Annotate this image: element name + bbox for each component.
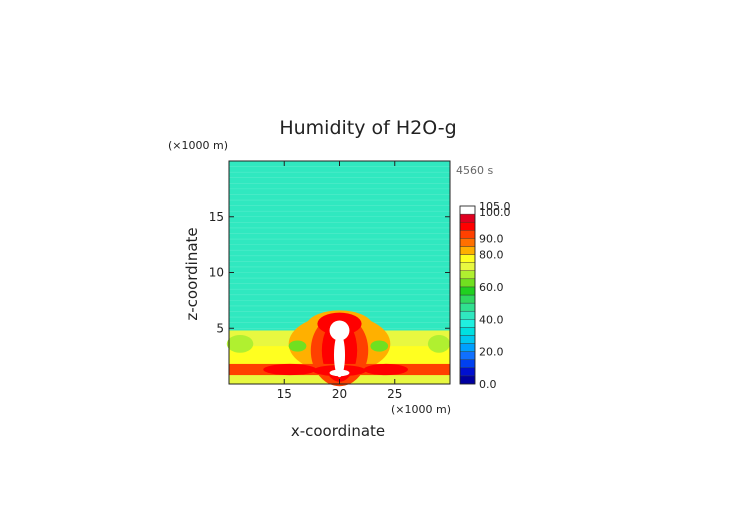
field-blob <box>288 340 307 352</box>
field-blob <box>427 334 451 353</box>
field-blob <box>329 320 350 341</box>
colorbar-segment <box>459 213 476 223</box>
colorbar-segment <box>459 221 476 231</box>
colorbar-segment <box>459 286 476 296</box>
colorbar-segment <box>459 294 476 304</box>
y-tick-label: 10 <box>209 266 224 280</box>
field-blob <box>363 363 409 376</box>
field-blob <box>263 363 317 376</box>
colorbar-segment <box>459 375 476 385</box>
colorbar-segment <box>459 335 476 344</box>
x-tick-label: 25 <box>387 387 402 401</box>
y-tick-label: 15 <box>209 210 224 224</box>
colorbar-label: 20.0 <box>479 346 504 359</box>
colorbar-segment <box>459 359 476 369</box>
y-unit-label: (×1000 m) <box>168 139 228 152</box>
colorbar-segment <box>459 343 476 352</box>
heatmap-field <box>226 161 451 387</box>
colorbar-segment <box>459 205 476 215</box>
colorbar-frame <box>459 205 476 385</box>
colorbar-segment <box>459 238 476 247</box>
colorbar-label: 0.0 <box>479 378 497 391</box>
time-label: 4560 s <box>456 164 493 177</box>
colorbar-label: 40.0 <box>479 313 504 326</box>
colorbar-segment <box>459 230 476 239</box>
field-blob <box>333 332 346 378</box>
colorbar-segment <box>459 270 476 280</box>
chart-title: Humidity of H2O-g <box>279 117 456 139</box>
colorbar-segment <box>459 262 476 271</box>
field-blob <box>329 369 350 377</box>
y-tick-label: 5 <box>216 321 224 335</box>
x-unit-label: (×1000 m) <box>391 403 451 416</box>
x-axis-label: x-coordinate <box>291 422 385 440</box>
colorbar-segment <box>459 319 476 328</box>
y-axis-label: z-coordinate <box>183 227 201 320</box>
colorbar-segment <box>459 302 476 312</box>
colorbar-segment <box>459 278 476 288</box>
colorbar-segment <box>459 327 476 336</box>
colorbar-label: 105.0 <box>479 200 511 213</box>
colorbar-segment <box>459 246 476 255</box>
field-blob <box>370 340 389 352</box>
colorbar-label: 80.0 <box>479 249 504 262</box>
colorbar-label: 90.0 <box>479 232 504 245</box>
colorbar-segment <box>459 254 476 263</box>
colorbar-label: 100.0 <box>479 206 511 219</box>
colorbar-label: 60.0 <box>479 281 504 294</box>
x-tick-label: 15 <box>277 387 292 401</box>
colorbar-segment <box>459 367 476 377</box>
field-blob <box>226 334 254 353</box>
tick-labels: 15 20 25 5 10 15 <box>209 210 403 401</box>
x-tick-label: 20 <box>332 387 347 401</box>
plot-axes <box>228 160 451 385</box>
colorbar-segment <box>459 310 476 320</box>
colorbar-segment <box>459 351 476 360</box>
